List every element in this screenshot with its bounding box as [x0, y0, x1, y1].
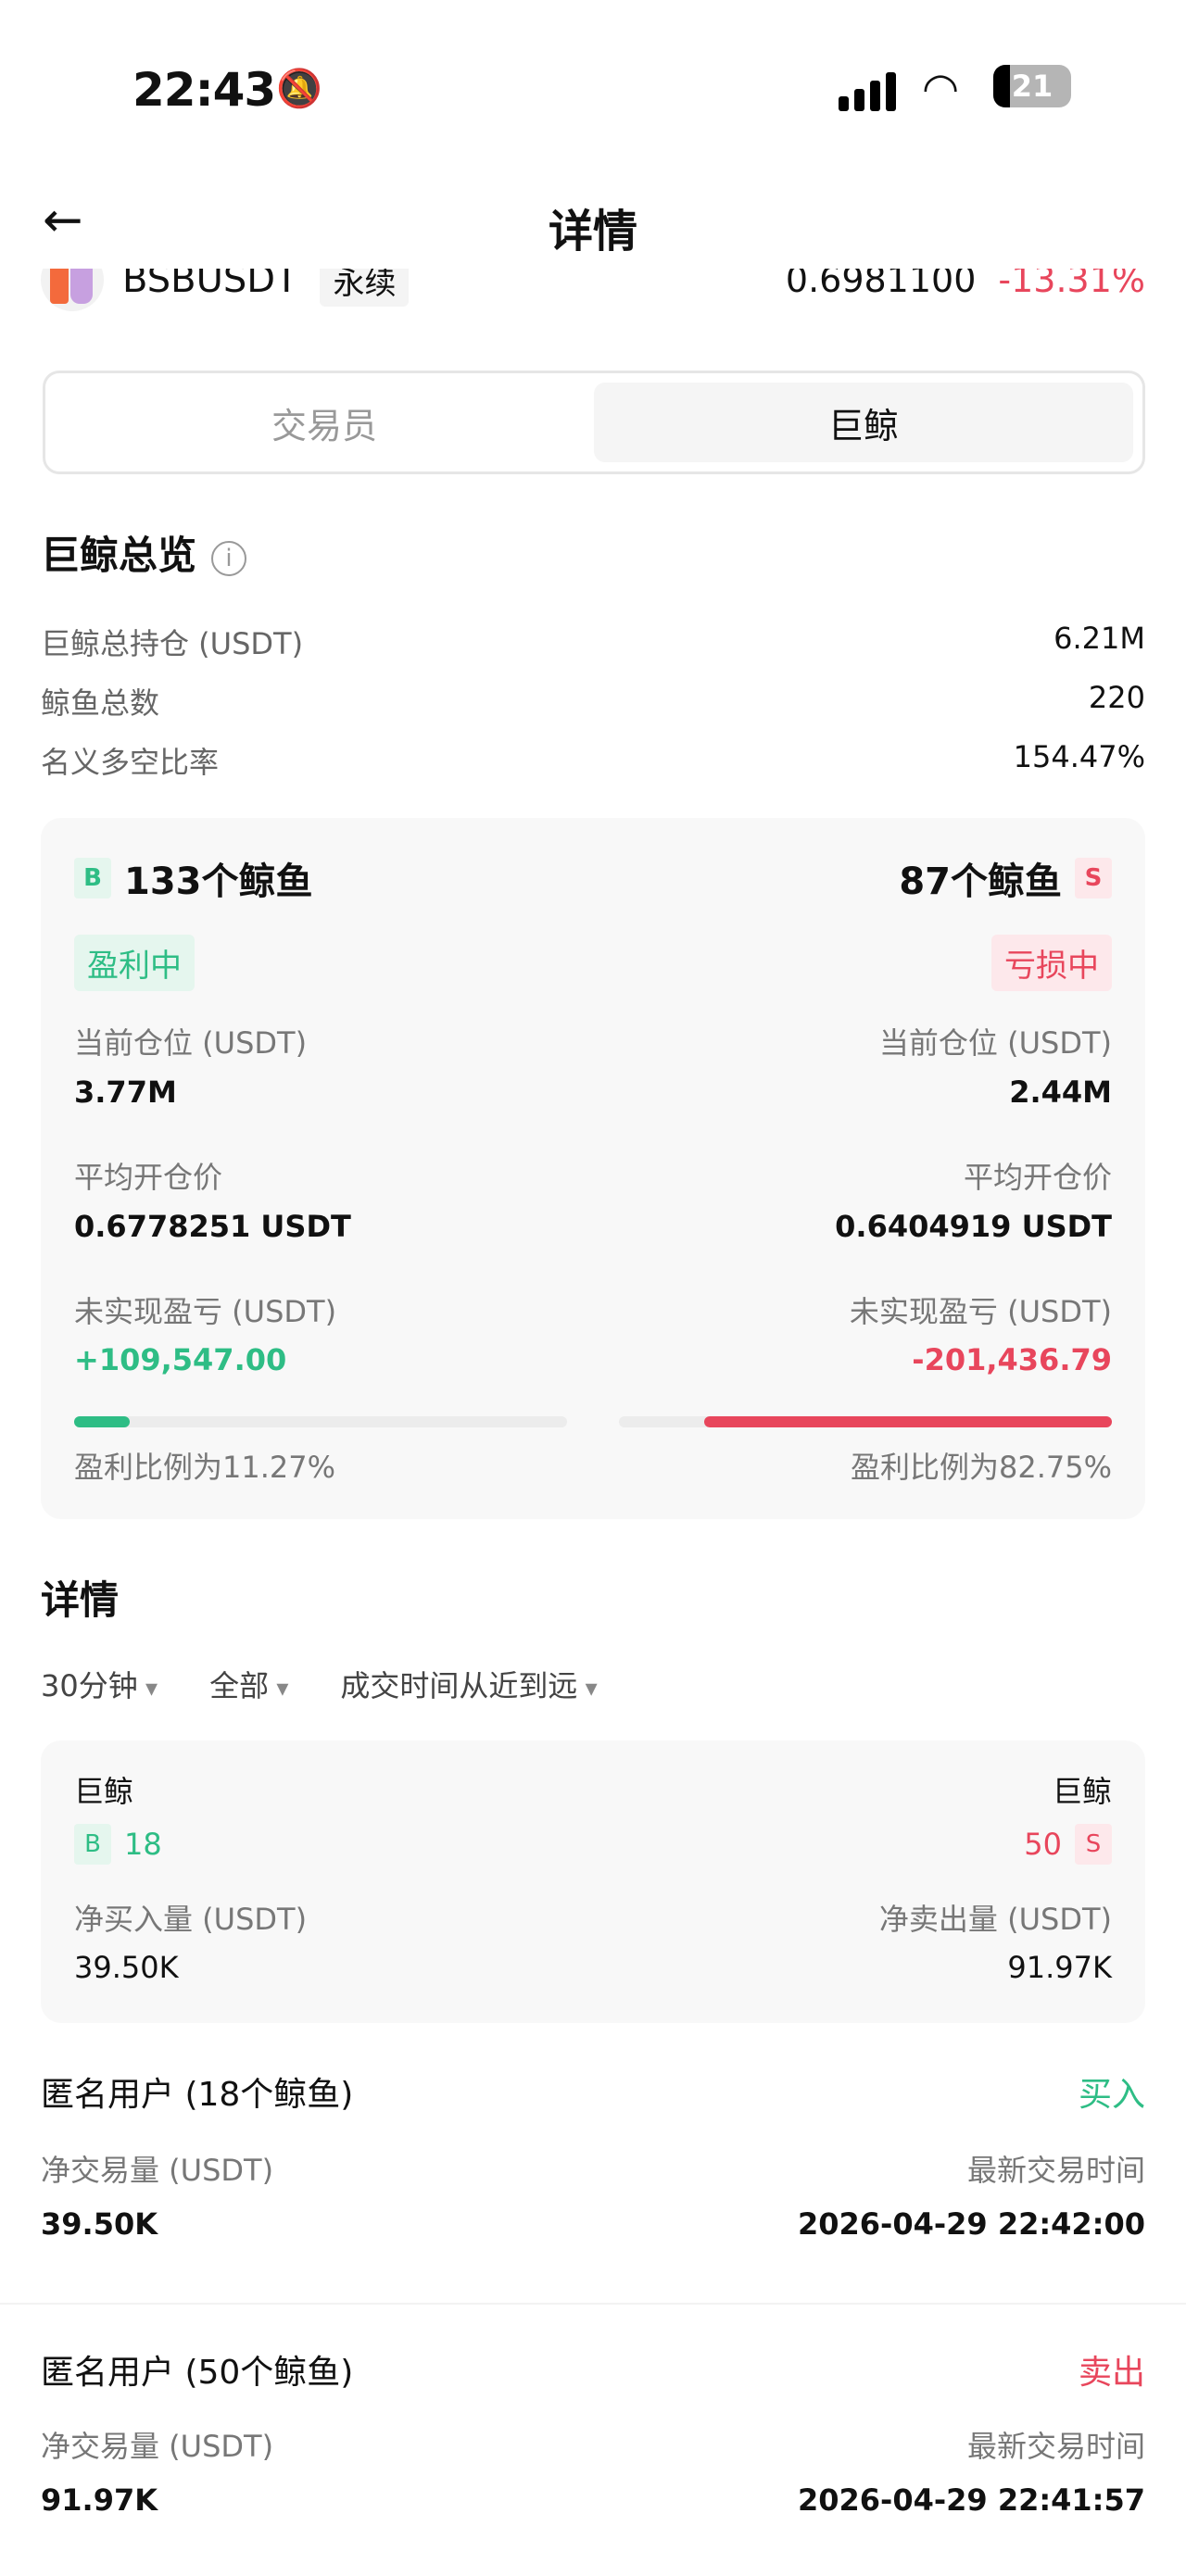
info-icon[interactable]: i	[211, 540, 247, 576]
row-label: 巨鲸总持仓 (USDT)	[41, 626, 304, 661]
trade-time: 2026-04-29 22:42:00	[797, 2206, 1145, 2242]
net-sell-label: 净卖出量 (USDT)	[878, 1902, 1112, 1937]
buy-tag: B	[74, 858, 111, 898]
long-profit-bar	[74, 1416, 567, 1427]
battery-icon: 21	[993, 65, 1071, 107]
trade-time: 2026-04-29 22:41:57	[797, 2482, 1145, 2518]
overview-row: 鲸鱼总数 220	[41, 680, 1145, 723]
volume: 39.50K	[41, 2206, 158, 2242]
net-sell: 91.97K	[1007, 1950, 1112, 1985]
long-count: 133个鲸鱼	[124, 861, 313, 903]
short-position: 2.44M	[1009, 1074, 1112, 1110]
coin-logo	[41, 261, 104, 311]
trader-name: 匿名用户 (50个鲸鱼)	[41, 2354, 354, 2392]
trade-list-item[interactable]: 匿名用户 (50个鲸鱼) 卖出 净交易量 (USDT) 最新交易时间 91.97K 2…	[0, 2334, 1186, 2557]
bell-muted-icon: 🔕	[276, 68, 322, 110]
volume-label: 净交易量 (USDT)	[41, 2153, 274, 2188]
volume-label: 净交易量 (USDT)	[41, 2429, 274, 2464]
row-value: 6.21M	[1054, 621, 1145, 656]
page-title: 详情	[548, 206, 637, 258]
trade-side: 买入	[1078, 2076, 1145, 2114]
nav-header: ← 详情	[0, 176, 1186, 269]
sort-dropdown[interactable]: 成交时间从近到远	[340, 1663, 597, 1705]
short-pnl: -201,436.79	[912, 1342, 1112, 1377]
short-avg-price: 0.6404919 USDT	[835, 1209, 1112, 1244]
coin-row[interactable]: BSBUSDT 永续 0.6981100 -13.31%	[41, 261, 1145, 326]
trade-summary-card: 巨鲸 巨鲸 B 18 50 S 净买入量 (USDT) 净卖出量 (USDT) 39.5…	[41, 1740, 1145, 2023]
long-avg-price: 0.6778251 USDT	[74, 1209, 351, 1244]
buy-whale-label: 巨鲸	[74, 1774, 134, 1809]
back-arrow-icon[interactable]: ←	[43, 193, 83, 248]
contract-type-badge: 永续	[320, 261, 410, 307]
trade-list-item[interactable]: 匿名用户 (18个鲸鱼) 买入 净交易量 (USDT) 最新交易时间 39.50K 2…	[0, 2056, 1186, 2279]
long-short-card: B 133个鲸鱼 87个鲸鱼 S 盈利中 亏损中 当前仓位 (USDT) 当前仓位 (…	[41, 818, 1145, 1519]
trader-name: 匿名用户 (18个鲸鱼)	[41, 2076, 354, 2114]
row-label: 鲸鱼总数	[41, 685, 160, 721]
time-label: 最新交易时间	[966, 2153, 1145, 2188]
short-position-label: 当前仓位 (USDT)	[878, 1025, 1112, 1061]
row-value: 220	[1088, 680, 1145, 715]
sell-whale-label: 巨鲸	[1052, 1774, 1112, 1809]
row-label: 名义多空比率	[41, 745, 220, 780]
short-pnl-label: 未实现盈亏 (USDT)	[849, 1294, 1112, 1329]
long-position-label: 当前仓位 (USDT)	[74, 1025, 308, 1061]
long-position: 3.77M	[74, 1074, 177, 1110]
segmented-tabs: 交易员 巨鲸	[43, 371, 1145, 474]
profit-status-badge: 盈利中	[74, 935, 195, 991]
status-bar: 22:43 🔕 ◠ 21	[0, 56, 1186, 120]
short-avg-label: 平均开仓价	[963, 1160, 1112, 1195]
tab-whales[interactable]: 巨鲸	[594, 383, 1133, 462]
sell-tag: S	[1075, 1824, 1112, 1865]
sell-tag: S	[1075, 858, 1112, 898]
sell-count: 50	[1024, 1827, 1062, 1862]
signal-icon	[839, 72, 896, 111]
row-value: 154.47%	[1013, 739, 1145, 774]
net-buy: 39.50K	[74, 1950, 179, 1985]
short-ratio: 盈利比例为82.75%	[850, 1450, 1112, 1485]
overview-row: 名义多空比率 154.47%	[41, 739, 1145, 782]
filter-bar: 30分钟 全部 成交时间从近到远	[41, 1663, 598, 1705]
battery-level: 21	[1011, 69, 1054, 104]
buy-count: 18	[124, 1827, 162, 1862]
net-buy-label: 净买入量 (USDT)	[74, 1902, 308, 1937]
long-ratio: 盈利比例为11.27%	[74, 1450, 336, 1485]
side-dropdown[interactable]: 全部	[209, 1663, 288, 1705]
clock: 22:43	[132, 63, 276, 117]
overview-title-text: 巨鲸总览	[41, 533, 197, 578]
time-label: 最新交易时间	[966, 2429, 1145, 2464]
long-avg-label: 平均开仓价	[74, 1160, 223, 1195]
long-pnl-label: 未实现盈亏 (USDT)	[74, 1294, 337, 1329]
loss-status-badge: 亏损中	[991, 935, 1112, 991]
details-title: 详情	[41, 1577, 120, 1623]
long-pnl: +109,547.00	[74, 1342, 287, 1377]
timeframe-dropdown[interactable]: 30分钟	[41, 1663, 158, 1705]
wifi-icon: ◠	[922, 63, 960, 113]
short-count: 87个鲸鱼	[899, 861, 1062, 903]
volume: 91.97K	[41, 2482, 158, 2518]
trade-side: 卖出	[1078, 2354, 1145, 2392]
tab-traders[interactable]: 交易员	[271, 405, 377, 446]
overview-title: 巨鲸总览 i	[41, 524, 247, 581]
short-profit-bar	[619, 1416, 1112, 1427]
buy-tag: B	[74, 1824, 111, 1865]
overview-row: 巨鲸总持仓 (USDT) 6.21M	[41, 621, 1145, 663]
divider	[0, 2303, 1186, 2305]
